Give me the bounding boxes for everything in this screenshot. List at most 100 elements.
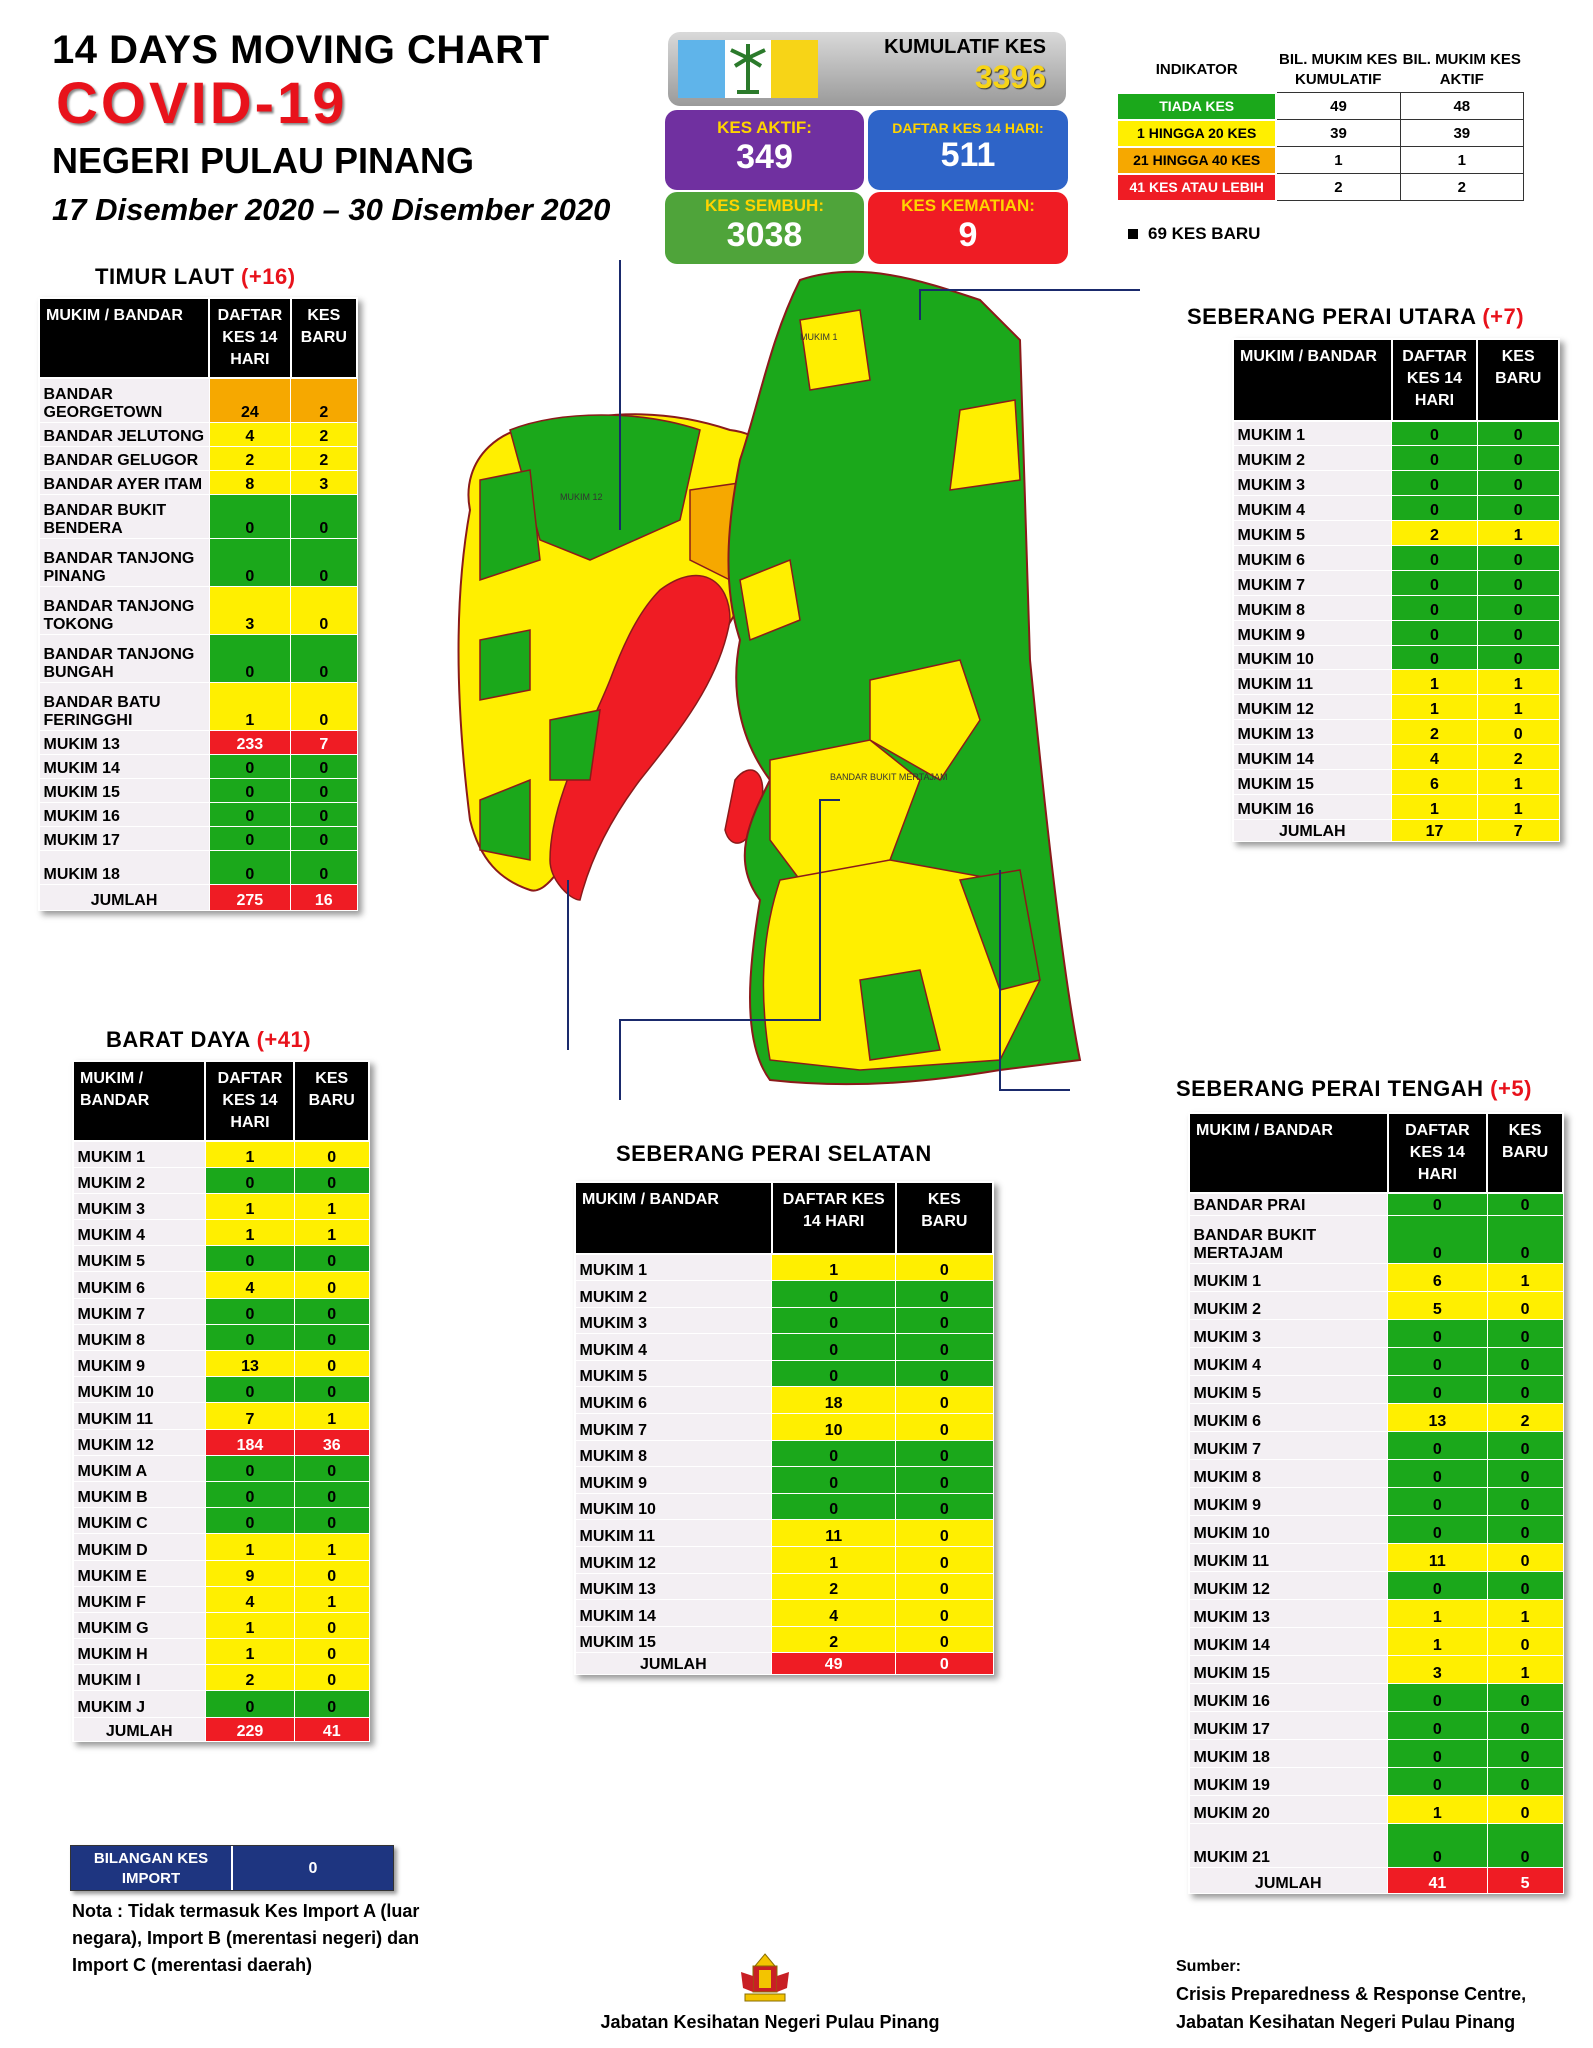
baru-value: 0 xyxy=(895,1439,994,1468)
map-label: BANDAR BUKIT MERTAJAM xyxy=(830,772,948,782)
daftar-value: 0 xyxy=(208,777,292,803)
column-header-mukim: MUKIM / BANDAR xyxy=(1232,338,1393,422)
column-header-baru: KES BARU xyxy=(293,1060,370,1142)
row-name: MUKIM 13 xyxy=(38,729,210,755)
baru-value: 0 xyxy=(1486,1766,1564,1796)
row-name: MUKIM 10 xyxy=(72,1376,206,1404)
timur-laut-title: TIMUR LAUT (+16) xyxy=(95,264,296,289)
baru-value: 0 xyxy=(1486,1290,1564,1320)
daftar-value: 1 xyxy=(204,1533,295,1561)
row-name: MUKIM 3 xyxy=(1232,470,1393,497)
table-row: MUKIM 15 2 0 xyxy=(574,1625,994,1654)
sembuh-value: 3038 xyxy=(726,216,803,254)
row-name: MUKIM 9 xyxy=(574,1466,773,1494)
table-row: MUKIM 12 184 36 xyxy=(72,1428,370,1456)
baru-value: 0 xyxy=(293,1323,370,1352)
table-row: BANDAR GEORGETOWN 24 2 xyxy=(38,377,358,423)
daftar-value: 0 xyxy=(204,1507,295,1535)
total-label: JUMLAH xyxy=(1188,1866,1389,1894)
daftar-value: 4 xyxy=(771,1599,897,1627)
daftar-value: 1 xyxy=(1387,1626,1488,1656)
daftar-value: 0 xyxy=(208,753,292,779)
row-name: MUKIM 4 xyxy=(1188,1346,1389,1376)
baru-value: 0 xyxy=(290,633,358,683)
baru-value: 1 xyxy=(1476,520,1560,546)
baru-value: 0 xyxy=(1486,1738,1564,1768)
daftar-value: 0 xyxy=(1391,619,1478,646)
kumulatif-value: 3396 xyxy=(974,59,1046,95)
daftar-panel: DAFTAR KES 14 HARI: 511 xyxy=(868,110,1068,190)
row-name: MUKIM 16 xyxy=(1188,1682,1389,1712)
baru-value: 1 xyxy=(1486,1262,1564,1292)
daftar-value: 0 xyxy=(1387,1570,1488,1600)
row-name: MUKIM 14 xyxy=(1232,744,1393,770)
daftar-value: 1 xyxy=(1391,793,1478,820)
table-row: BANDAR TANJONG PINANG 0 0 xyxy=(38,537,358,587)
row-name: MUKIM 12 xyxy=(1232,694,1393,721)
daftar-value: 4 xyxy=(208,421,292,447)
baru-value: 0 xyxy=(293,1140,370,1168)
table-row: MUKIM 18 0 0 xyxy=(38,849,358,885)
palm-tree-icon xyxy=(730,44,767,94)
total-daftar: 17 xyxy=(1391,818,1478,842)
row-name: MUKIM 2 xyxy=(574,1280,773,1308)
table-row: MUKIM 13 233 7 xyxy=(38,729,358,755)
daftar-value: 8 xyxy=(208,469,292,495)
daftar-value: 1 xyxy=(204,1638,295,1666)
row-name: BANDAR PRAI xyxy=(1188,1192,1389,1216)
row-name: MUKIM 7 xyxy=(1232,569,1393,596)
seberang-perai-mainland xyxy=(727,270,1082,1086)
baru-value: 0 xyxy=(1476,445,1560,472)
aktif-label: KES AKTIF: xyxy=(717,118,812,137)
daftar-value: 7 xyxy=(204,1402,295,1430)
table-row: BANDAR GELUGOR 2 2 xyxy=(38,445,358,471)
baru-value: 1 xyxy=(293,1585,370,1613)
table-row: BANDAR BUKIT BENDERA 0 0 xyxy=(38,493,358,539)
table-row: MUKIM 7 10 0 xyxy=(574,1413,994,1441)
baru-value: 1 xyxy=(293,1192,370,1221)
row-name: MUKIM 9 xyxy=(72,1349,206,1378)
row-name: MUKIM 12 xyxy=(72,1428,206,1456)
baru-value: 1 xyxy=(1476,793,1560,820)
baru-value: 0 xyxy=(1486,1192,1564,1216)
aktif-value: 349 xyxy=(736,138,793,176)
baru-value: 2 xyxy=(1476,744,1560,770)
daftar-value: 0 xyxy=(208,801,292,827)
daftar-value: 0 xyxy=(204,1297,295,1325)
table-row: BANDAR BATU FERINGGHI 1 0 xyxy=(38,681,358,731)
daftar-value: 18 xyxy=(771,1386,897,1415)
baru-value: 2 xyxy=(290,377,358,423)
daftar-value: 0 xyxy=(1391,495,1478,522)
row-name: BANDAR GEORGETOWN xyxy=(38,377,210,423)
column-header-daftar: DAFTAR KES 14 HARI xyxy=(1390,338,1479,422)
indikator-aktif: 1 xyxy=(1399,146,1525,174)
row-name: MUKIM 7 xyxy=(574,1413,773,1441)
indikator-header: INDIKATOR xyxy=(1155,60,1238,78)
column-header-daftar: DAFTAR KES 14 HARI xyxy=(1386,1112,1489,1194)
row-name: MUKIM 1 xyxy=(72,1140,206,1168)
row-name: MUKIM 1 xyxy=(1188,1262,1389,1292)
baru-value: 0 xyxy=(1486,1822,1564,1868)
column-header-baru: KES BARU xyxy=(289,297,359,379)
table-row: MUKIM 21 0 0 xyxy=(1188,1822,1564,1868)
baru-value: 0 xyxy=(290,777,358,803)
kumulatif-header: BIL. MUKIM KES KUMULATIF xyxy=(1279,51,1398,88)
total-daftar: 41 xyxy=(1387,1866,1488,1894)
row-name: MUKIM 8 xyxy=(574,1439,773,1468)
baru-value: 0 xyxy=(293,1559,370,1587)
daftar-value: 0 xyxy=(1387,1738,1488,1768)
column-header-baru: KES BARU xyxy=(1476,338,1560,422)
table-row: MUKIM 17 0 0 xyxy=(1188,1710,1564,1740)
kes-baru-note: 69 KES BARU xyxy=(1128,224,1260,244)
